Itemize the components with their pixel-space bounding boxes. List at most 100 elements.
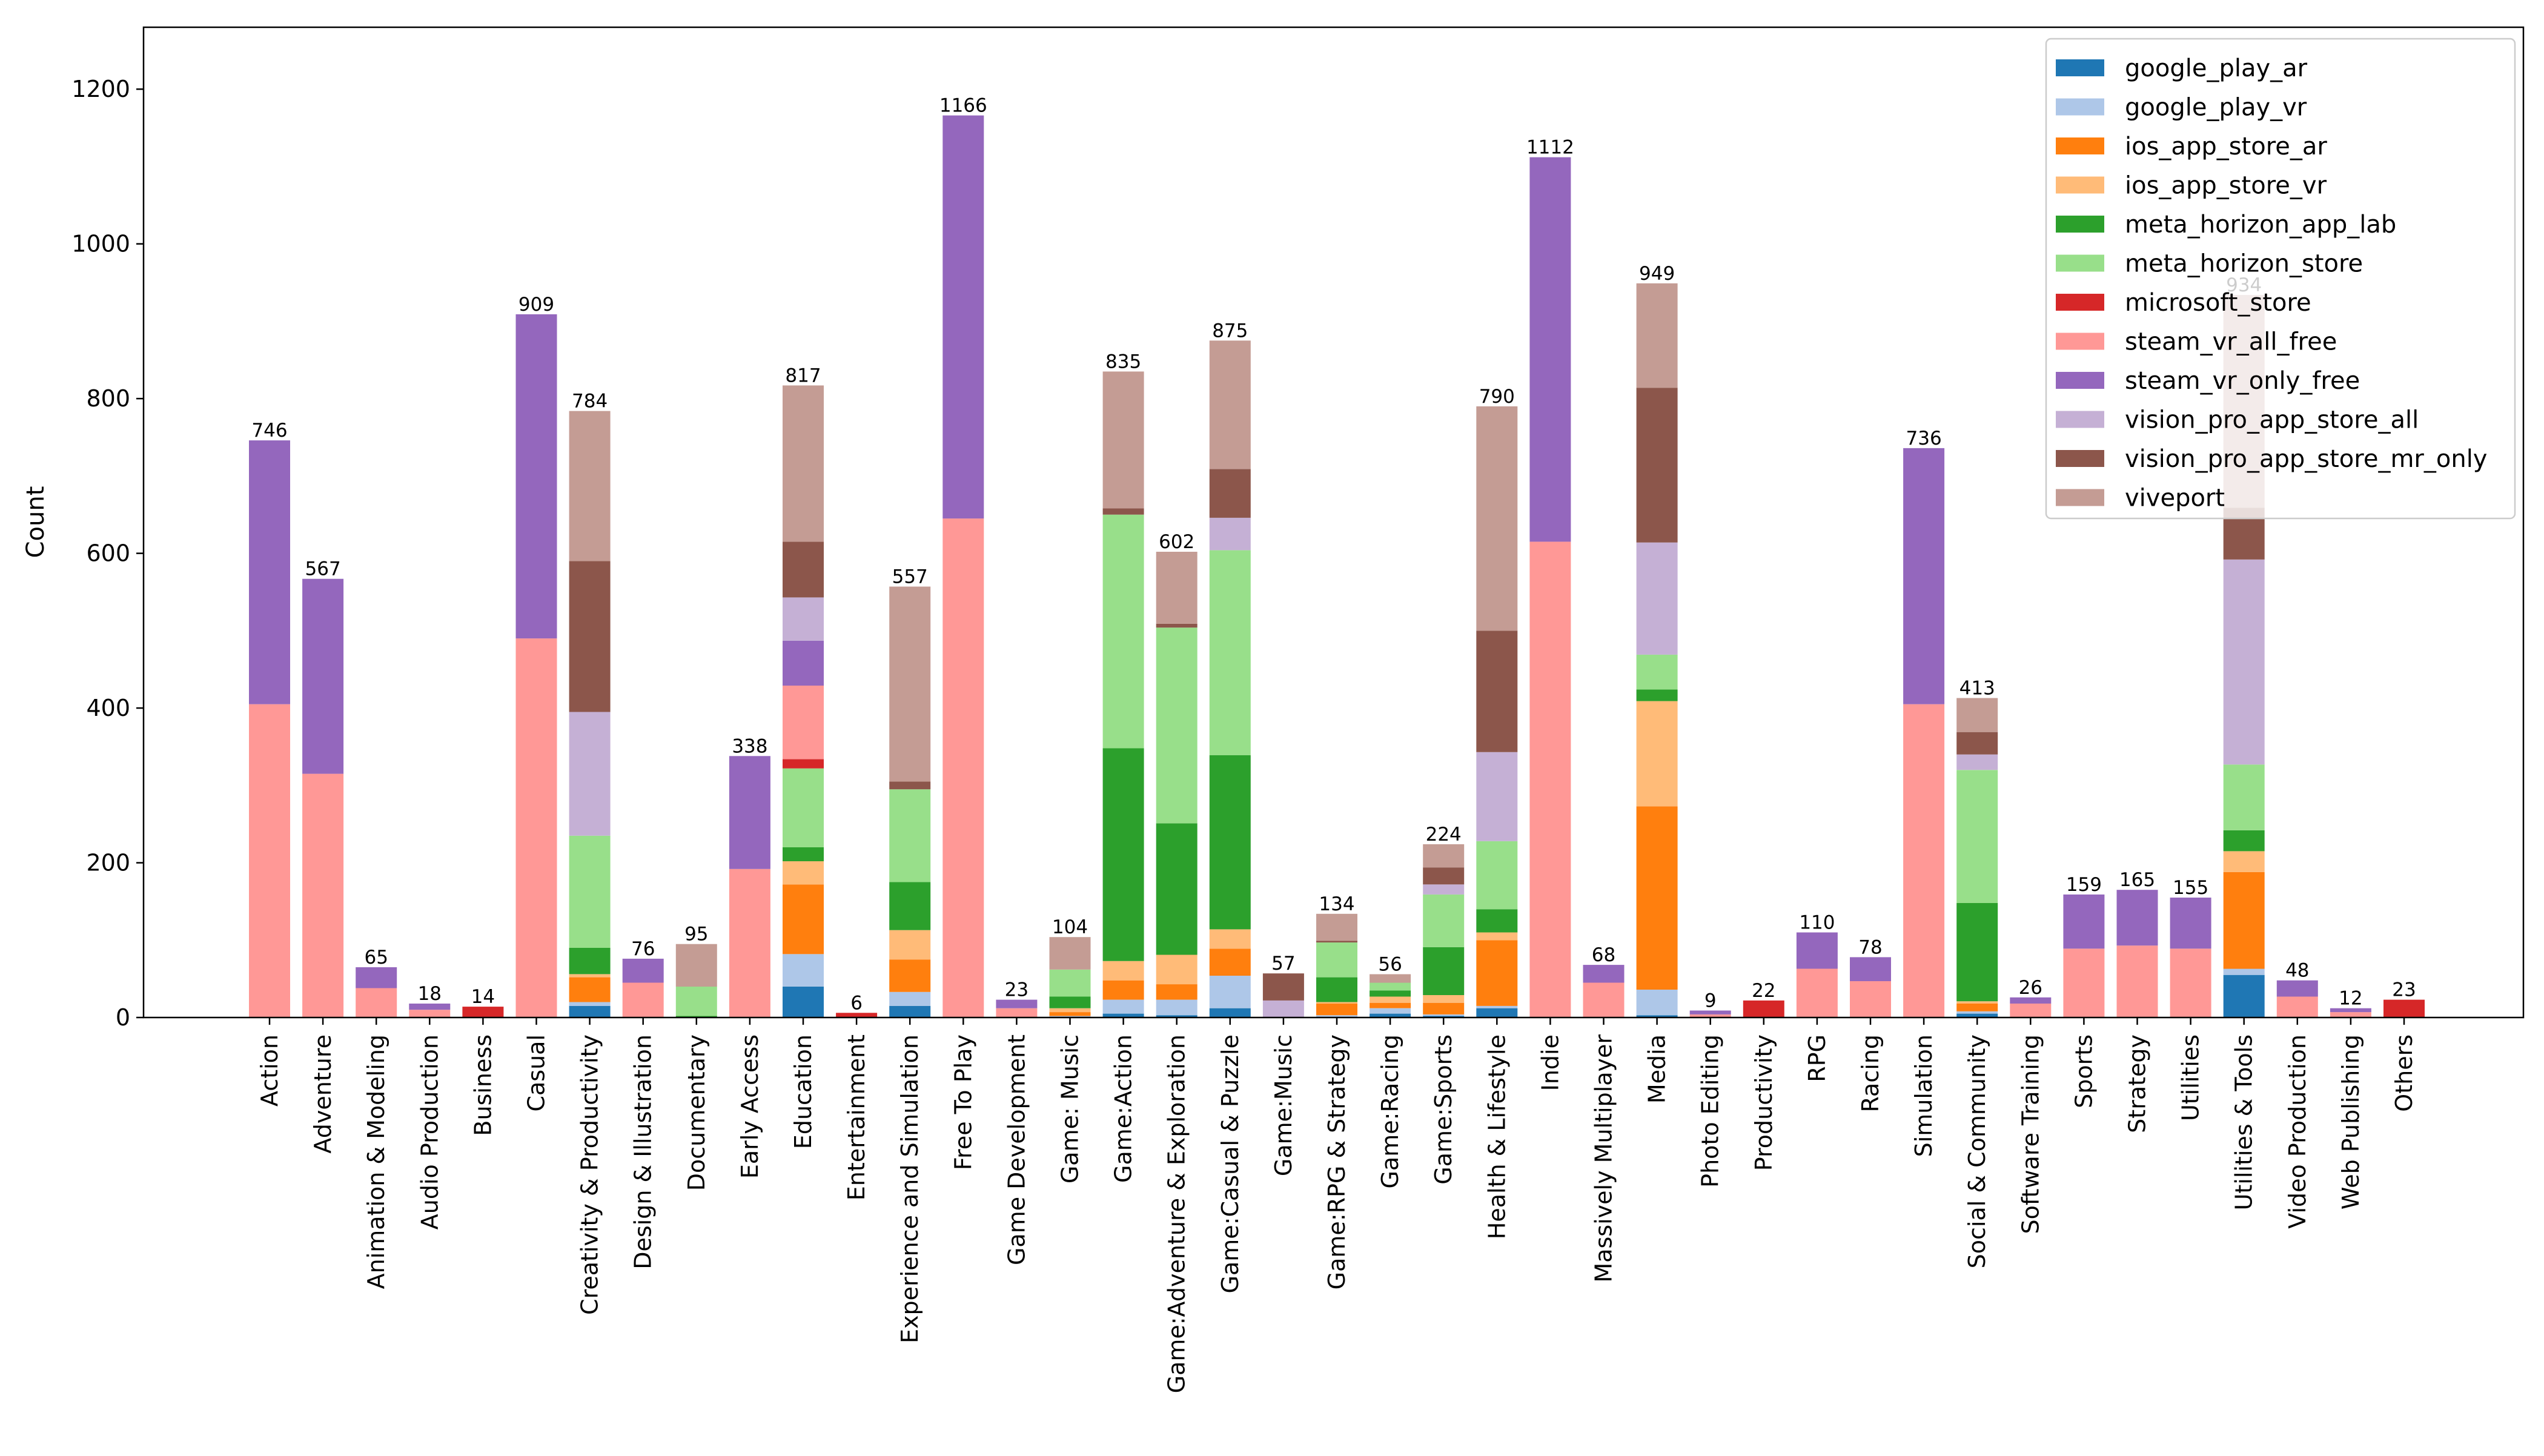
x-tick-label: Game:Sports [1430,1034,1457,1185]
bar-total-label: 57 [1271,953,1295,975]
y-axis-label: Count [22,486,50,558]
legend-label: ios_app_store_ar [2125,133,2327,160]
bar-segment [675,1016,717,1018]
bar-segment [1423,947,1465,995]
bar-segment [1636,283,1678,388]
bar-segment [1529,157,1571,542]
bar-segment [783,847,824,861]
y-tick-label: 600 [86,540,130,567]
bar-segment [1636,542,1678,655]
bar-segment [2330,1012,2371,1018]
legend-swatch [2056,333,2104,350]
bar-segment [889,882,931,930]
bar-total-label: 48 [2285,960,2309,982]
x-tick-label: Game:Action [1110,1034,1137,1183]
bar-segment [462,1007,504,1018]
plot-frame [142,26,2525,1019]
y-tick-label: 1000 [71,231,130,257]
bar-segment [2063,948,2105,1018]
bar-segment [1370,1013,1411,1018]
bar-segment [1476,1005,1518,1008]
x-tick-label: Media [1644,1034,1671,1104]
bar-total-label: 817 [785,365,821,386]
x-tick-label: Creativity & Productivity [577,1034,603,1315]
x-tick-label: Game:Adventure & Exploration [1164,1034,1190,1393]
bar-total-label: 835 [1105,351,1141,372]
bar-segment [889,781,931,790]
x-tick-label: Indie [1537,1034,1563,1091]
bar-total-label: 22 [1752,980,1775,1002]
bar-total-label: 68 [1592,944,1615,966]
bar-segment [2010,997,2052,1004]
bar-segment [889,991,931,1006]
bar-segment [942,115,984,519]
bar-segment [1636,1015,1678,1018]
bar-segment [836,1013,878,1018]
bar-segment [1102,980,1144,1000]
bar-segment [783,385,824,542]
x-tick-label: Sports [2070,1034,2097,1108]
bar-segment [1743,1000,1784,1018]
bar-segment [1476,630,1518,752]
x-tick-label: Business [469,1034,496,1136]
x-tick-label: Education [790,1034,817,1149]
bar-segment [356,967,397,988]
bar-segment [1049,969,1091,997]
legend-swatch [2056,450,2104,467]
bar-segment [515,638,557,1018]
bar-segment [675,986,717,1016]
bar-segment [2383,999,2425,1018]
bar-segment [1156,623,1197,628]
bar-segment [1049,996,1091,1008]
bar-segment [889,789,931,882]
x-tick-label: Health & Lifestyle [1483,1034,1510,1239]
x-tick-label: Game:Racing [1377,1034,1403,1188]
bar-total-label: 159 [2066,874,2102,896]
bar-total-label: 338 [732,735,767,757]
x-tick-label: Software Training [2017,1034,2044,1234]
bar-segment [1370,990,1411,997]
bar-segment [1476,909,1518,933]
bar-segment [1370,974,1411,983]
bar-segment [569,835,611,948]
bar-total-label: 746 [251,420,287,442]
bar-segment [1156,955,1197,984]
bar-segment [1423,867,1465,885]
x-tick-label: Entertainment [843,1034,870,1200]
bar-segment [1262,973,1304,1001]
x-tick-label: Photo Editing [1697,1034,1724,1188]
legend-label: vision_pro_app_store_mr_only [2125,445,2487,473]
bar-segment [729,756,770,869]
bar-segment [249,704,290,1018]
bar-segment [675,944,717,987]
bar-segment [2170,948,2211,1018]
bar-segment [409,1004,451,1010]
legend-swatch [2056,294,2104,311]
bar-segment [2223,764,2265,830]
legend-swatch [2056,137,2104,154]
bar-segment [1850,957,1891,981]
bar-segment [1476,752,1518,841]
bar-segment [889,930,931,960]
bar-segment [1476,841,1518,910]
bar-segment [569,1005,611,1018]
legend-swatch [2056,216,2104,233]
bar-segment [2330,1008,2371,1013]
bar-segment [2170,898,2211,949]
bar-segment [1956,698,1998,732]
bar-total-label: 6 [850,992,863,1014]
bar-segment [569,977,611,1002]
legend-label: vision_pro_app_store_all [2125,406,2419,434]
bar-segment [783,541,824,598]
bar-segment [1209,755,1251,930]
bar-segment [302,578,344,774]
y-tick-label: 1200 [71,76,130,102]
bar-total-label: 736 [1906,428,1942,449]
bar-segment [1689,1010,1731,1014]
x-tick-label: Social & Community [1964,1034,1990,1268]
bar-segment [1423,1014,1465,1016]
bar-segment [783,759,824,769]
bar-segment [1102,999,1144,1014]
y-tick-label: 200 [86,850,130,876]
